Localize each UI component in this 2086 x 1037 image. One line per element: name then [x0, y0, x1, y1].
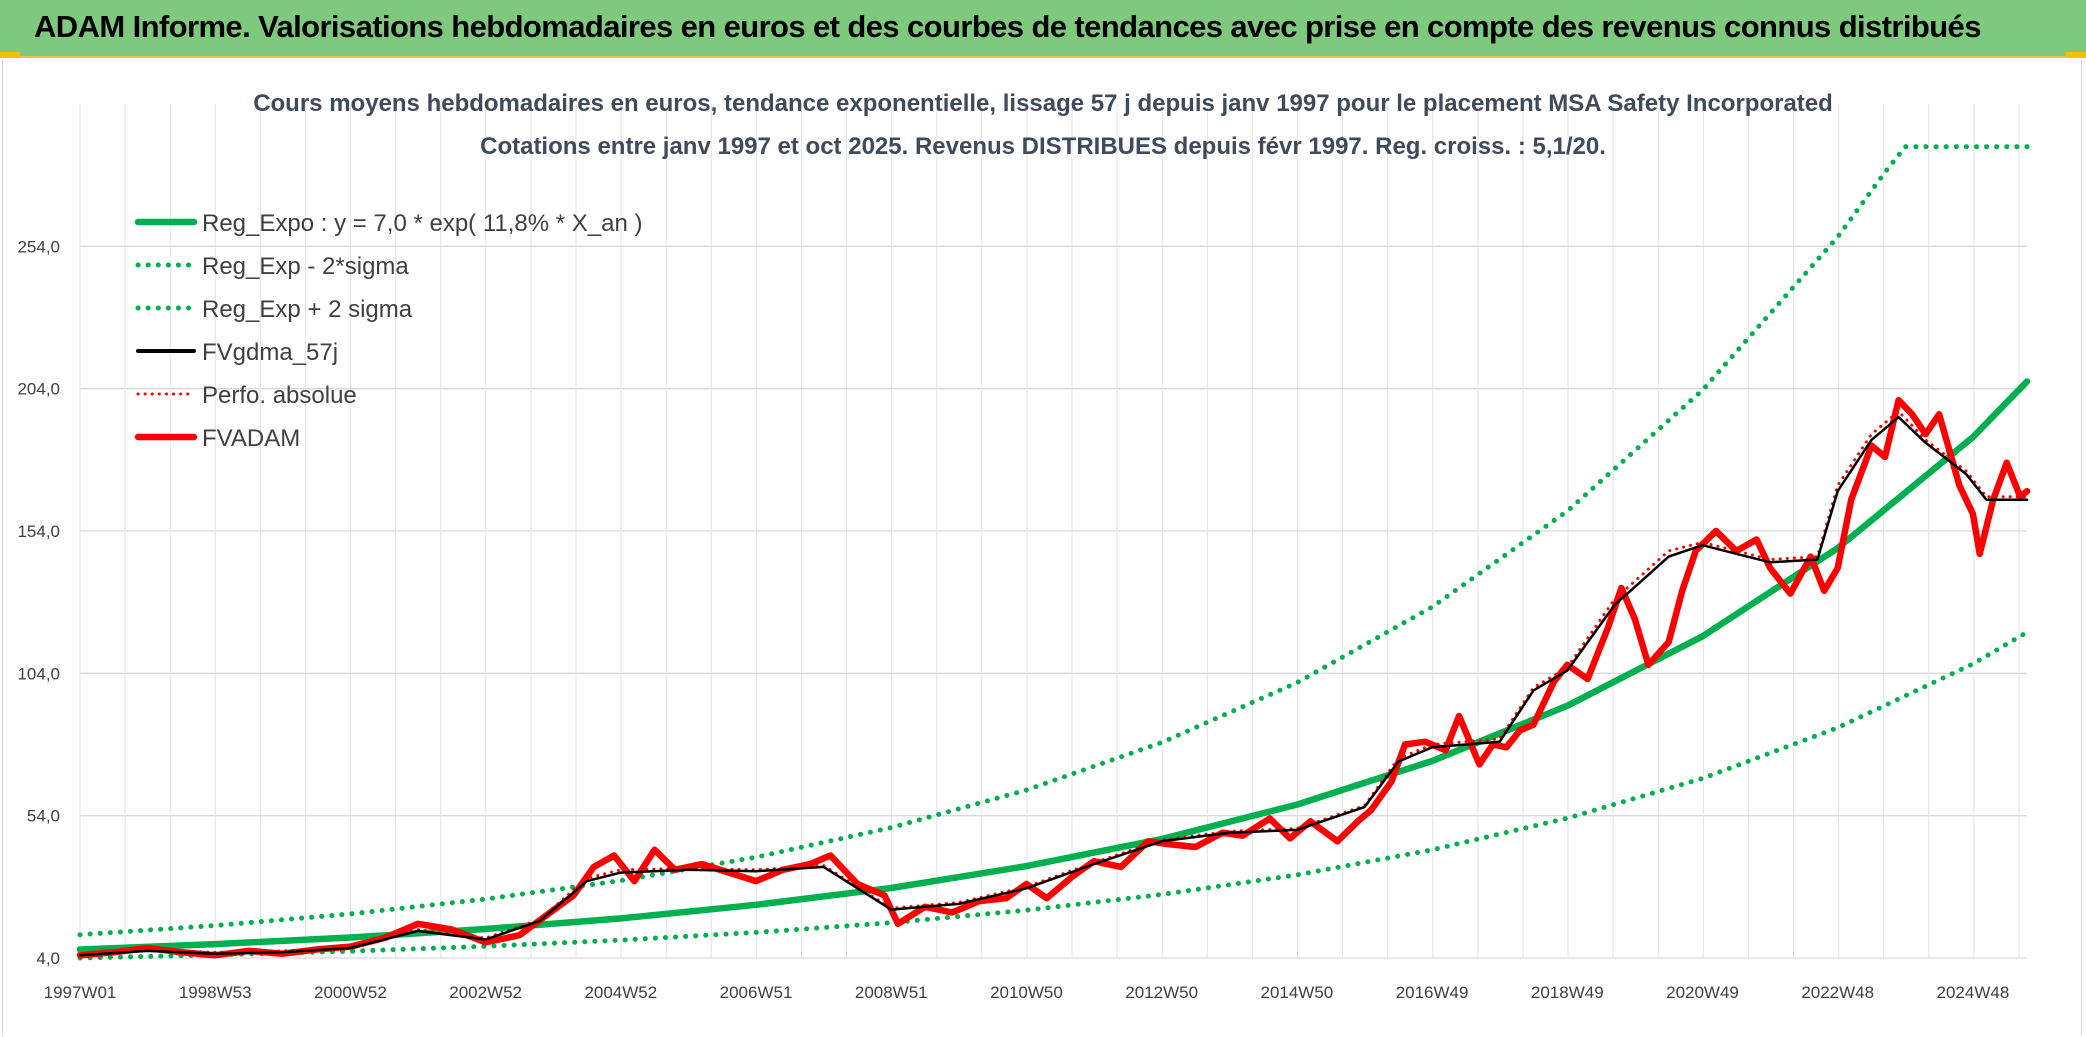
chart-title: Cours moyens hebdomadaires en euros, ten…: [253, 90, 1833, 117]
legend-label-reg_plus: Reg_Exp + 2 sigma: [202, 296, 413, 323]
legend-label-reg_minus: Reg_Exp - 2*sigma: [202, 253, 409, 280]
y-tick-label: 254,0: [17, 237, 60, 256]
legend-label-perfo: Perfo. absolue: [202, 382, 357, 409]
corner-accent: [0, 52, 20, 58]
series-line-fvadam: [76, 396, 2031, 959]
series-line-reg-exp-2-sigma: [77, 144, 2030, 938]
report-banner: ADAM Informe. Valorisations hebdomadaire…: [0, 0, 2086, 58]
x-tick-label: 2002W52: [449, 983, 522, 1002]
x-tick-label: 1997W01: [44, 983, 117, 1002]
x-tick-label: 2024W48: [1937, 983, 2010, 1002]
y-tick-label: 204,0: [17, 380, 60, 399]
x-tick-label: 2012W50: [1125, 983, 1198, 1002]
report-title: ADAM Informe. Valorisations hebdomadaire…: [34, 9, 1981, 44]
y-axis-ticks: 4,0 54,0 104,0 154,0 204,0 254,0: [17, 237, 60, 968]
x-tick-label: 2004W52: [584, 983, 657, 1002]
chart-frame: [2, 60, 2082, 1035]
legend-label-reg_expo: Reg_Expo : y = 7,0 * exp( 11,8% * X_an ): [202, 210, 642, 237]
legend: Reg_Expo : y = 7,0 * exp( 11,8% * X_an )…: [134, 210, 642, 452]
y-tick-label: 54,0: [27, 807, 60, 826]
y-tick-label: 4,0: [36, 949, 60, 968]
y-tick-label: 154,0: [17, 522, 60, 541]
x-axis-ticks: 1997W01 1998W53 2000W52 2002W52 2004W52 2006W…: [44, 983, 2010, 1002]
grid-lines: [79, 104, 2027, 959]
x-tick-label: 2014W50: [1260, 983, 1333, 1002]
series-line-fvgdma-57j: [78, 415, 2029, 957]
x-tick-label: 1998W53: [179, 983, 252, 1002]
x-tick-label: 2018W49: [1531, 983, 1604, 1002]
x-tick-label: 2006W51: [720, 983, 793, 1002]
x-tick-label: 2008W51: [855, 983, 928, 1002]
legend-label-fvgdma: FVgdma_57j: [202, 339, 338, 366]
series-line-reg-expo: [76, 378, 2031, 953]
series-layer: [76, 144, 2031, 961]
x-tick-label: 2000W52: [314, 983, 387, 1002]
x-tick-label: 2016W49: [1396, 983, 1469, 1002]
corner-accent: [2066, 52, 2086, 58]
x-tick-label: 2020W49: [1666, 983, 1739, 1002]
x-tick-label: 2010W50: [990, 983, 1063, 1002]
chart-subtitle: Cotations entre janv 1997 et oct 2025. R…: [480, 133, 1606, 160]
x-tick-label: 2022W48: [1801, 983, 1874, 1002]
y-tick-label: 104,0: [17, 664, 60, 683]
series-line-perfo-absolue: [78, 409, 2029, 956]
legend-label-fvadam: FVADAM: [202, 425, 300, 452]
